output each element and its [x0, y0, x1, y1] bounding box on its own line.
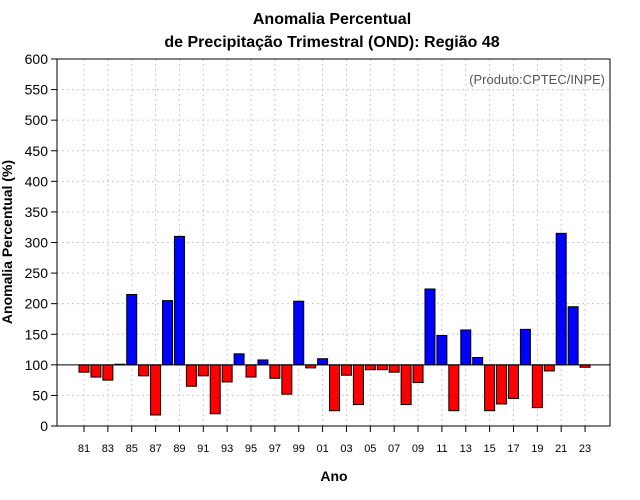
y-tick-label: 600 [25, 51, 49, 67]
y-tick-label: 50 [32, 387, 48, 403]
bar-07 [388, 364, 400, 373]
bar-13 [460, 329, 472, 366]
x-tick-label: 99 [293, 443, 305, 455]
x-tick-label: 01 [316, 443, 328, 455]
bar-01 [317, 358, 329, 366]
bar-06 [376, 364, 388, 371]
x-tick-label: 85 [126, 443, 138, 455]
bar-04 [352, 364, 364, 406]
bar-97 [269, 364, 281, 379]
x-tick-label: 11 [436, 443, 447, 455]
y-tick-label: 550 [25, 82, 49, 98]
bar-92 [209, 364, 221, 415]
x-tick-label: 15 [483, 443, 495, 455]
bar-22 [567, 306, 579, 366]
x-tick-label: 07 [388, 443, 400, 455]
x-axis-ticks: 81 83 85 87 89 91 93 95 97 99 01 03 05 07 09 11 13 15 17 19… [78, 426, 591, 455]
bar-05 [364, 364, 376, 371]
x-tick-label: 09 [412, 443, 424, 455]
bar-19 [531, 364, 543, 409]
bar-18 [519, 328, 531, 366]
x-tick-label: 93 [221, 443, 233, 455]
x-tick-label: 89 [173, 443, 185, 455]
bar-99 [293, 300, 305, 366]
x-tick-label: 21 [555, 443, 567, 455]
bar-17 [507, 364, 519, 399]
bar-02 [329, 364, 341, 412]
bar-90 [185, 364, 197, 387]
bar-21 [555, 232, 567, 366]
bar-98 [281, 364, 293, 395]
x-tick-label: 13 [460, 443, 472, 455]
x-tick-label: 81 [78, 443, 90, 455]
y-tick-label: 150 [25, 326, 49, 342]
credit-label: (Produto:CPTEC/INPE) [469, 72, 605, 87]
bar-81 [78, 364, 90, 373]
y-tick-label: 300 [25, 235, 49, 251]
chart-title: Anomalia Percentual [253, 11, 411, 28]
y-tick-label: 500 [25, 112, 49, 128]
y-tick-label: 350 [25, 204, 49, 220]
y-axis-ticks: 0 50 100 150 200 250 300 350 400 450 500 550 600 [25, 51, 57, 434]
bar-15 [484, 364, 496, 412]
bar-12 [448, 364, 460, 412]
y-tick-label: 0 [40, 418, 48, 434]
x-tick-label: 91 [197, 443, 209, 455]
bar-88 [162, 300, 174, 366]
bar-82 [90, 364, 102, 378]
bar-96 [257, 359, 269, 366]
bar-20 [543, 364, 555, 372]
bar-87 [150, 364, 162, 416]
bar-10 [424, 288, 436, 366]
bar-11 [436, 334, 448, 366]
bar-85 [126, 293, 138, 366]
x-tick-label: 23 [579, 443, 591, 455]
bar-14 [472, 356, 484, 366]
x-axis-label: Ano [320, 468, 347, 484]
y-tick-label: 450 [25, 143, 49, 159]
x-tick-label: 87 [149, 443, 161, 455]
y-tick-label: 250 [25, 265, 49, 281]
bar-91 [197, 364, 209, 377]
x-tick-label: 95 [245, 443, 257, 455]
bar-16 [496, 364, 508, 405]
bar-03 [340, 364, 352, 376]
x-tick-label: 17 [507, 443, 519, 455]
bar-93 [221, 364, 233, 383]
x-tick-label: 05 [364, 443, 376, 455]
x-tick-label: 19 [531, 443, 543, 455]
bar-08 [400, 364, 412, 406]
y-tick-label: 400 [25, 173, 49, 189]
x-tick-label: 97 [269, 443, 281, 455]
bars [78, 232, 591, 416]
x-tick-label: 03 [340, 443, 352, 455]
y-tick-label: 100 [25, 357, 49, 373]
bar-94 [233, 353, 245, 366]
y-tick-label: 200 [25, 296, 49, 312]
chart-subtitle: de Precipitação Trimestral (OND): Região… [164, 34, 499, 51]
y-axis-label: Anomalia Percentual (%) [0, 160, 15, 324]
x-tick-label: 83 [102, 443, 114, 455]
bar-09 [412, 364, 424, 384]
bar-86 [138, 364, 150, 377]
bar-95 [245, 364, 257, 378]
bar-83 [102, 364, 114, 381]
bar-89 [173, 235, 185, 366]
